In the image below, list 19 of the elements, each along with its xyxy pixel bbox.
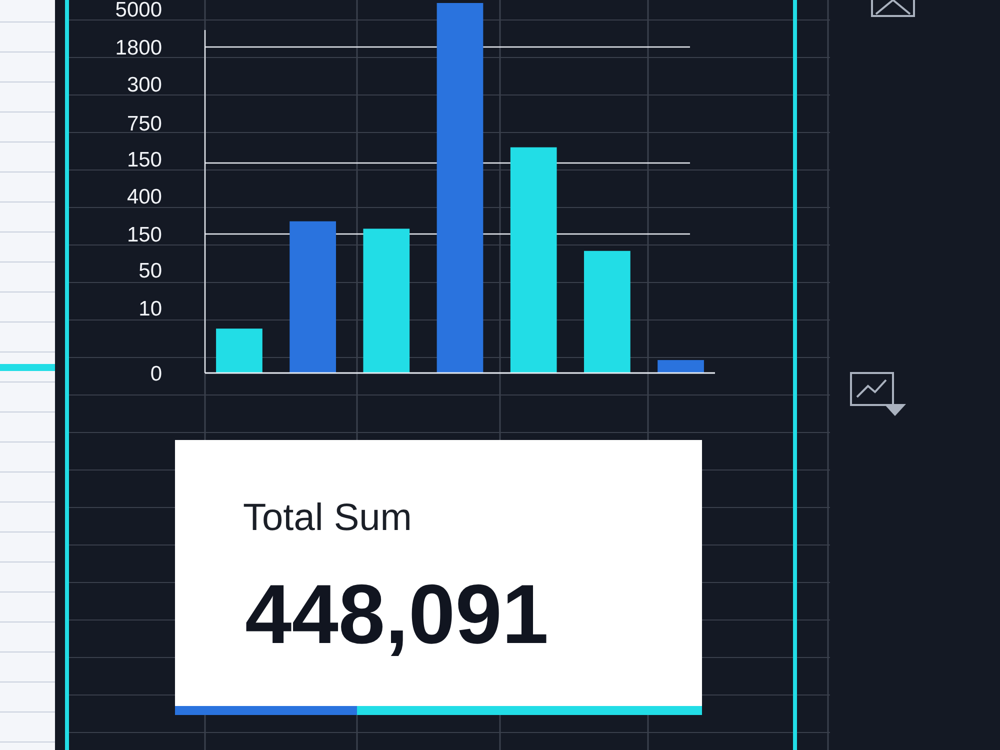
text: 150 [126,148,162,172]
text: 448,091 [245,567,549,661]
text: Total Sum [243,497,412,539]
bar [510,147,557,373]
text: 300 [126,73,162,96]
text: 150 [126,223,162,246]
text: 50 [138,259,162,282]
text: 5000 [115,0,162,22]
text: 400 [126,185,162,208]
text: 1800 [115,36,162,60]
bar [290,221,336,373]
bar [658,360,704,373]
text: 0 [150,362,162,386]
bar [363,228,410,373]
bar [216,328,262,373]
bar [584,250,630,373]
text: 10 [138,297,162,320]
text: 750 [126,112,162,136]
bar [436,3,484,373]
